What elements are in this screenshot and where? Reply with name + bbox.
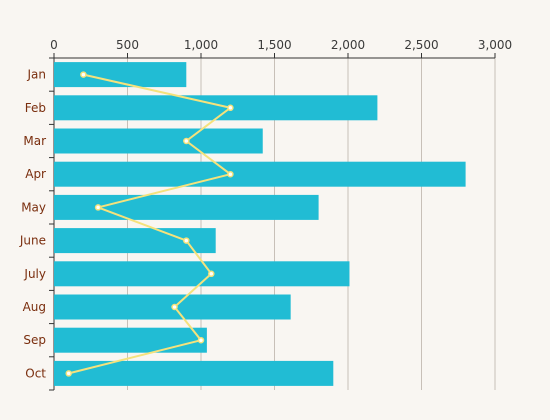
x-tick-label: 0 <box>50 38 58 52</box>
line-series <box>65 71 234 377</box>
y-category-label: Sep <box>23 333 46 347</box>
y-category-label: May <box>21 200 46 214</box>
y-category-label: July <box>23 267 46 281</box>
line-point <box>227 170 234 178</box>
line-point <box>197 336 205 344</box>
line-point <box>65 370 72 377</box>
line-point <box>80 71 87 78</box>
bar-series <box>54 62 466 386</box>
x-tick-label: 2,000 <box>331 38 365 52</box>
line-path <box>68 73 233 375</box>
y-category-label: Feb <box>25 101 46 115</box>
line-point <box>227 104 234 112</box>
labels: 0 500 1,000 1,500 2,000 2,500 3,000 Jan Feb Mar Ap… <box>19 38 512 380</box>
bar <box>54 228 216 254</box>
bar <box>54 194 319 220</box>
y-category-label: Mar <box>23 134 46 148</box>
x-tick-label: 2,500 <box>404 38 438 52</box>
x-tick-label: 3,000 <box>478 38 512 52</box>
bar <box>54 161 466 187</box>
y-category-label: Apr <box>25 167 46 181</box>
line-point <box>94 204 102 211</box>
y-category-label: Oct <box>25 366 46 380</box>
bar <box>54 95 378 121</box>
line-point <box>208 270 215 278</box>
bar <box>54 360 334 386</box>
y-category-label: June <box>19 234 46 248</box>
bar <box>54 327 207 353</box>
y-category-label: Aug <box>23 300 46 314</box>
line-point <box>183 137 190 145</box>
x-tick-label: 500 <box>116 38 139 52</box>
bar <box>54 128 263 154</box>
x-tick-label: 1,500 <box>257 38 291 52</box>
line-point <box>171 303 178 311</box>
x-tick-label: 1,000 <box>184 38 218 52</box>
line-point <box>183 237 190 244</box>
y-category-label: Jan <box>27 68 47 82</box>
